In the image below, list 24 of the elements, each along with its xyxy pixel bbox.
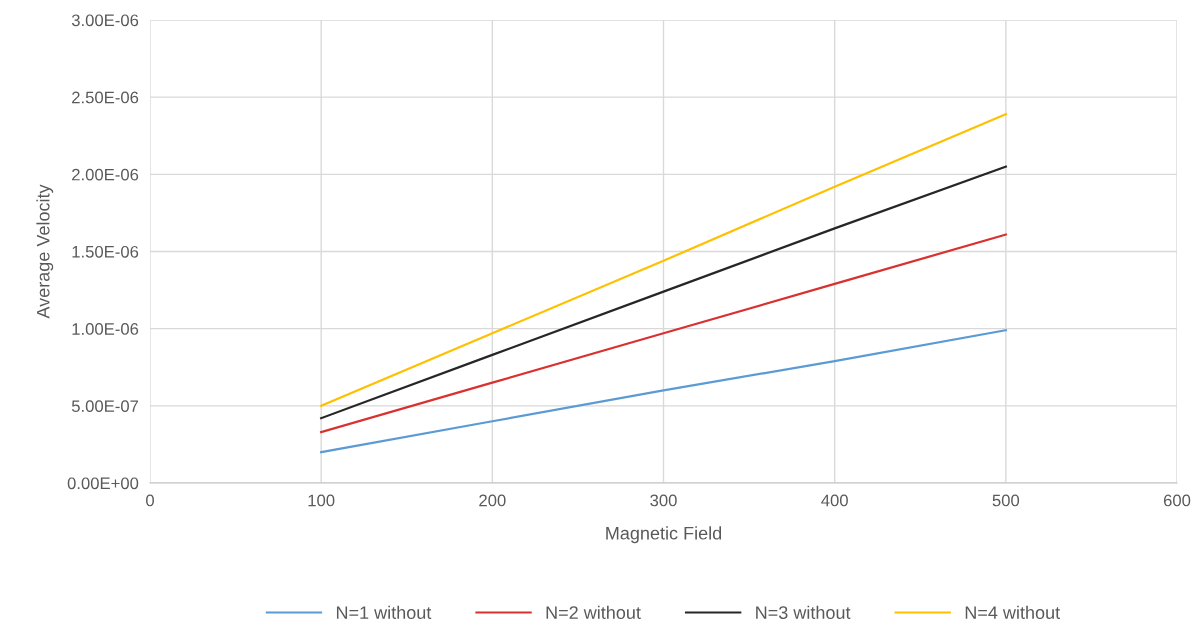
x-tick-label: 400 (821, 494, 848, 507)
legend-label: N=3 without (756, 605, 851, 619)
x-tick-label: 200 (479, 494, 506, 507)
y-tick-label: 5.00E-07 (71, 400, 139, 413)
line-series (320, 165, 1007, 420)
y-tick-label: 2.00E-06 (72, 168, 139, 181)
x-tick-label: 500 (992, 494, 1020, 507)
x-tick-label: 300 (650, 494, 677, 507)
y-tick-label: 2.50E-06 (72, 91, 139, 104)
y-tick-label: 3.00E-06 (71, 14, 139, 27)
x-tick-label: 600 (1163, 494, 1191, 507)
y-tick-label: 1.00E-06 (72, 323, 139, 335)
x-axis-title: Magnetic Field (606, 526, 722, 544)
legend-label: N=2 without (546, 605, 641, 619)
y-tick-label: 0.00E+00 (67, 477, 139, 490)
x-tick-label: 0 (146, 494, 154, 507)
x-tick-label: 100 (308, 494, 335, 507)
legend-label: N=1 without (336, 605, 432, 619)
y-tick-label: 1.50E-06 (72, 245, 139, 258)
line-series (320, 233, 1007, 434)
legend-label: N=4 without (965, 605, 1060, 619)
line-series (320, 113, 1007, 407)
line-series (320, 329, 1007, 454)
y-axis-title: Average Velocity (36, 184, 54, 319)
